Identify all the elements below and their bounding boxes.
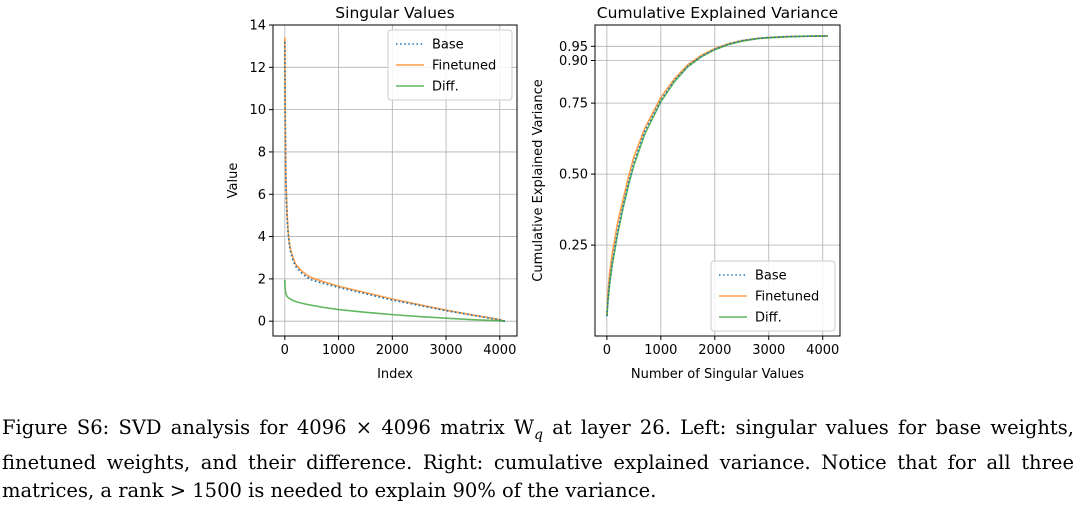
y-tick-label: 12 [249,61,266,76]
y-tick-label: 0.75 [559,97,588,112]
figure-caption: Figure S6: SVD analysis for 4096 × 4096 … [2,414,1074,505]
caption-line-1-text: Figure S6: SVD analysis for 4096 × 4096 … [2,416,534,439]
chart-title: Cumulative Explained Variance [597,4,838,22]
y-tick-label: 10 [249,103,266,118]
x-tick-label: 2000 [698,343,731,358]
chart-2: 0 1000 2000 3000 4000 0.25 0.50 0.75 0.900.95 Cum… [531,4,841,382]
y-tick-label: 6 [258,188,266,203]
caption-line-1: Figure S6: SVD analysis for 4096 × 4096 … [2,414,1074,449]
y-tick-label: 4 [258,230,266,245]
caption-line-3: matrices, a rank > 1500 is needed to exp… [2,478,657,502]
legend-box [710,260,836,332]
y-tick-label: 0.95 [559,40,588,55]
legend-label: Finetuned [432,59,496,74]
y-tick-label: 0.90 [559,54,588,69]
legend-box [387,29,513,101]
x-tick-label: 0 [281,343,289,358]
y-tick-label: 2 [258,272,266,287]
caption-line-1-rest: at layer 26. Left: singular values for b… [542,416,1074,439]
y-tick-label: 0 [258,315,266,330]
y-tick-label: 0.50 [559,168,588,183]
caption-subscript: q [534,426,543,443]
series-line-base-top [606,35,828,317]
series-line-diff [606,35,828,317]
y-tick-label: 0.25 [559,239,588,254]
legend: Base Finetuned Diff. [710,260,836,332]
y-tick-label: 14 [249,19,266,34]
y-axis-label: Value [226,163,241,199]
x-tick-label: 3000 [430,343,463,358]
legend-label: Diff. [755,311,782,326]
plot-frame [272,24,518,337]
caption-line-2: finetuned weights, and their difference.… [2,450,1074,474]
x-tick-label: 1000 [644,343,677,358]
y-tick-label: 8 [258,145,266,160]
legend-label: Base [432,38,464,53]
y-axis-label: Cumulative Explained Variance [531,79,546,281]
legend-label: Base [755,269,787,284]
x-tick-label: 1000 [322,343,355,358]
legend-label: Finetuned [755,290,819,305]
x-axis-label: Index [377,367,413,382]
x-axis-label: Number of Singular Values [631,367,804,382]
figure-svg: 0 1000 2000 3000 4000 0 2 4 6 8 10 12 14 Singular Val… [226,4,841,382]
chart-1: 0 1000 2000 3000 4000 0 2 4 6 8 10 12 14 Singular Val… [226,4,518,382]
x-tick-label: 4000 [806,343,839,358]
plot-frame [594,24,841,337]
series-line-base-top [284,41,506,322]
chart-title: Singular Values [335,4,454,22]
x-tick-label: 2000 [376,343,409,358]
figure: 0 1000 2000 3000 4000 0 2 4 6 8 10 12 14 Singular Val… [226,4,841,382]
legend-label: Diff. [432,80,459,95]
x-tick-label: 0 [603,343,611,358]
x-tick-label: 3000 [752,343,785,358]
x-tick-label: 4000 [483,343,516,358]
legend: Base Finetuned Diff. [387,29,513,101]
series-line-diff [284,279,505,322]
